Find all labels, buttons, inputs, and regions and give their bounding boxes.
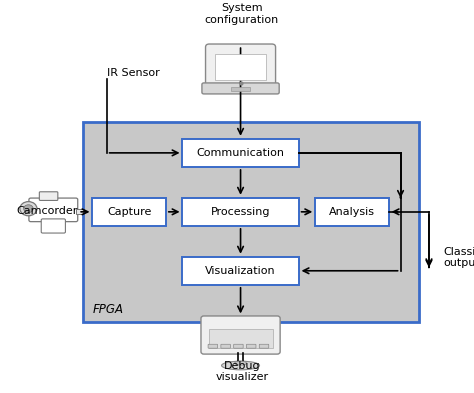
FancyBboxPatch shape [215, 54, 266, 80]
FancyBboxPatch shape [315, 198, 389, 226]
FancyBboxPatch shape [92, 198, 166, 226]
Text: Camcorder: Camcorder [17, 206, 78, 217]
FancyBboxPatch shape [201, 316, 280, 354]
FancyBboxPatch shape [206, 44, 275, 88]
FancyBboxPatch shape [76, 209, 83, 214]
FancyBboxPatch shape [246, 344, 256, 348]
FancyBboxPatch shape [231, 87, 250, 91]
Text: Classification
output: Classification output [443, 247, 474, 268]
FancyBboxPatch shape [209, 329, 273, 348]
Circle shape [20, 202, 37, 216]
FancyBboxPatch shape [182, 198, 299, 226]
FancyBboxPatch shape [221, 344, 230, 348]
FancyBboxPatch shape [182, 139, 299, 167]
FancyBboxPatch shape [83, 122, 419, 322]
Text: Communication: Communication [197, 148, 284, 158]
FancyBboxPatch shape [39, 192, 58, 200]
FancyBboxPatch shape [234, 344, 243, 348]
FancyBboxPatch shape [41, 219, 65, 233]
Ellipse shape [222, 361, 260, 370]
Text: FPGA: FPGA [92, 303, 123, 316]
Text: Capture: Capture [107, 207, 151, 217]
Ellipse shape [235, 361, 246, 365]
Text: Visualization: Visualization [205, 266, 276, 276]
Text: Debug
visualizer: Debug visualizer [215, 361, 268, 382]
Text: System
configuration: System configuration [205, 3, 279, 24]
Text: IR Sensor: IR Sensor [107, 68, 159, 78]
FancyBboxPatch shape [208, 344, 218, 348]
FancyBboxPatch shape [29, 198, 78, 222]
FancyBboxPatch shape [259, 344, 269, 348]
Text: Processing: Processing [211, 207, 270, 217]
FancyBboxPatch shape [202, 83, 279, 94]
FancyBboxPatch shape [182, 257, 299, 285]
Circle shape [24, 205, 33, 213]
Text: Analysis: Analysis [329, 207, 375, 217]
